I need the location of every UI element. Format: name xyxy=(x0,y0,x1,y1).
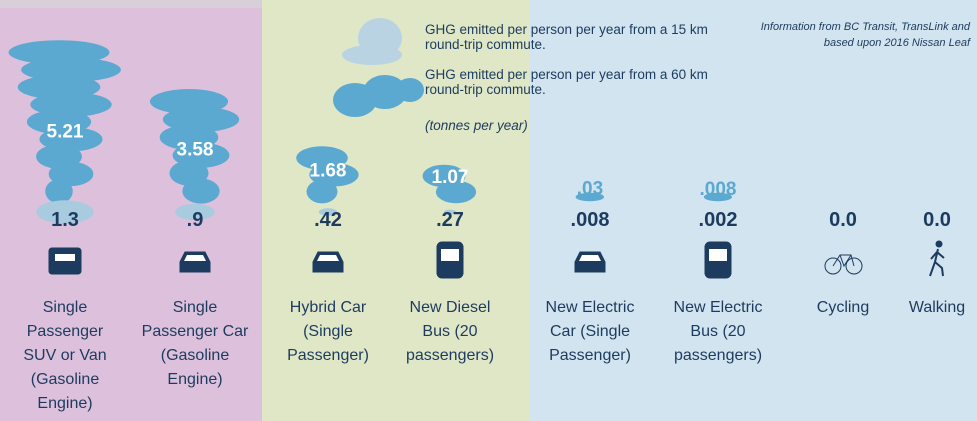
value-label-15km: 0.0 xyxy=(923,209,951,231)
icon-bus xyxy=(437,242,463,278)
category-label: Single Passenger SUV or Van (Gasoline En… xyxy=(10,296,120,416)
icon-part xyxy=(709,249,727,261)
value-label-15km: .9 xyxy=(187,209,204,231)
value-label-15km: .27 xyxy=(436,209,464,231)
note-line: Information from BC Transit, TransLink a… xyxy=(761,21,971,33)
icon-part xyxy=(441,249,459,261)
icon-van xyxy=(49,248,81,274)
icon-car xyxy=(180,252,210,272)
panel-top xyxy=(0,0,262,8)
icon-part xyxy=(579,255,601,261)
cloud-puff xyxy=(45,179,73,203)
value-label-60km: .03 xyxy=(577,179,603,200)
legend-entry: GHG emitted per person per year from a 6… xyxy=(425,67,715,97)
note-line: based upon 2016 Nissan Leaf xyxy=(824,37,971,49)
value-label-60km: 1.68 xyxy=(310,161,347,182)
value-label-15km: 0.0 xyxy=(829,209,857,231)
category-label: Walking xyxy=(882,296,977,320)
category-label: Single Passenger Car (Gasoline Engine) xyxy=(140,296,250,392)
icon-part xyxy=(55,254,75,261)
subtitle: (tonnes per year) xyxy=(425,118,715,133)
cloud-puff xyxy=(307,180,338,204)
infographic: Information from BC Transit, TransLink a… xyxy=(0,0,977,421)
value-label-60km: 5.21 xyxy=(47,122,84,143)
category-label: New Electric Bus (20 passengers) xyxy=(663,296,773,368)
icon-bus xyxy=(705,242,731,278)
icon-part xyxy=(184,255,206,261)
value-label-60km: 3.58 xyxy=(177,140,214,161)
category-label: New Electric Car (Single Passenger) xyxy=(535,296,645,368)
icon-car xyxy=(313,252,343,272)
value-label-15km: .42 xyxy=(314,209,342,231)
value-label-15km: .002 xyxy=(699,209,738,231)
category-label: New Diesel Bus (20 passengers) xyxy=(395,296,505,368)
value-label-60km: .008 xyxy=(700,179,737,200)
value-label-15km: .008 xyxy=(571,209,610,231)
value-label-15km: 1.3 xyxy=(51,209,79,231)
value-label-60km: 1.07 xyxy=(432,167,469,188)
icon-car xyxy=(575,252,605,272)
icon-part xyxy=(936,241,942,247)
category-label: Hybrid Car (Single Passenger) xyxy=(273,296,383,368)
cloud-puff xyxy=(182,179,219,204)
icon-part xyxy=(317,255,339,261)
legend-entry: GHG emitted per person per year from a 1… xyxy=(425,22,715,52)
